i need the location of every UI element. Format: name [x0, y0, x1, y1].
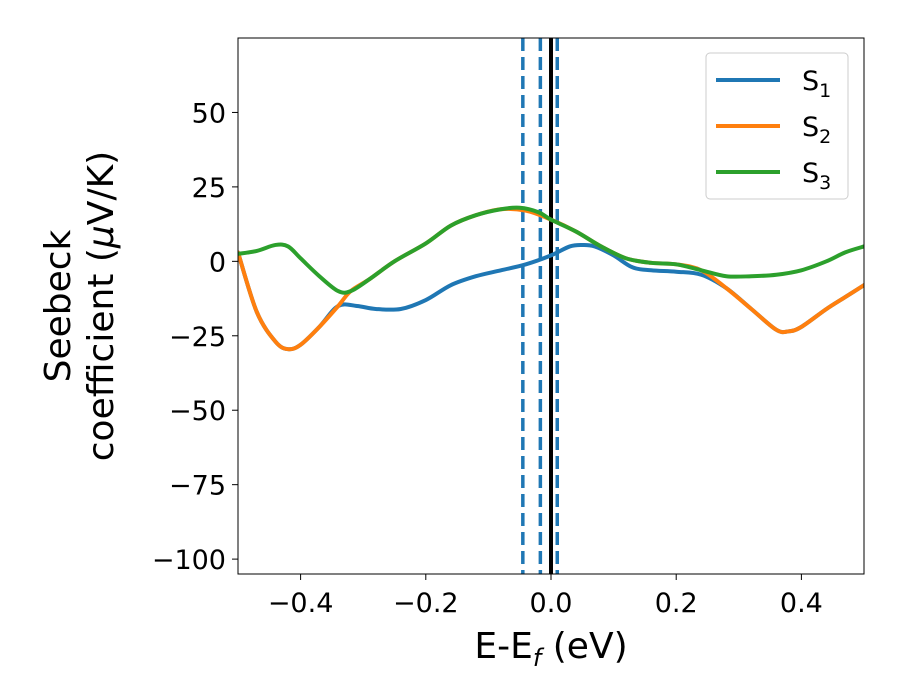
legend: S1 S2 S3: [705, 52, 849, 200]
legend-label-s3: S3: [802, 158, 831, 194]
y-tick-label: −50: [169, 396, 226, 427]
x-axis-ticks: −0.4 −0.2 0.0 0.2 0.4: [268, 574, 823, 619]
y-axis-title-line1: Seebeck: [38, 229, 79, 382]
x-tick-label: −0.4: [268, 588, 334, 619]
x-tick-label: 0.2: [655, 588, 698, 619]
y-tick-label: −25: [169, 322, 226, 353]
legend-label-s1: S1: [802, 66, 831, 102]
y-axis-title: Seebeck coefficient (μV/K): [38, 151, 122, 461]
y-tick-label: 25: [192, 173, 226, 204]
vertical-reference-lines: [521, 38, 560, 574]
x-tick-label: −0.2: [393, 588, 459, 619]
series-line-s2: [238, 206, 864, 352]
x-axis-title: E-Ef (eV): [474, 626, 627, 672]
x-tick-label: 0.4: [780, 588, 823, 619]
y-tick-label: −75: [169, 471, 226, 502]
series-lines: [238, 205, 864, 352]
y-axis-title-line2: coefficient (μV/K): [81, 151, 122, 461]
legend-label-s2: S2: [802, 112, 831, 148]
series-line-s3: [238, 205, 864, 295]
x-tick-label: 0.0: [530, 588, 573, 619]
y-tick-label: −100: [152, 545, 226, 576]
y-tick-label: 50: [192, 98, 226, 129]
y-tick-label: 0: [209, 247, 226, 278]
y-axis-ticks: 50 25 0 −25 −50 −75 −100: [152, 98, 238, 576]
